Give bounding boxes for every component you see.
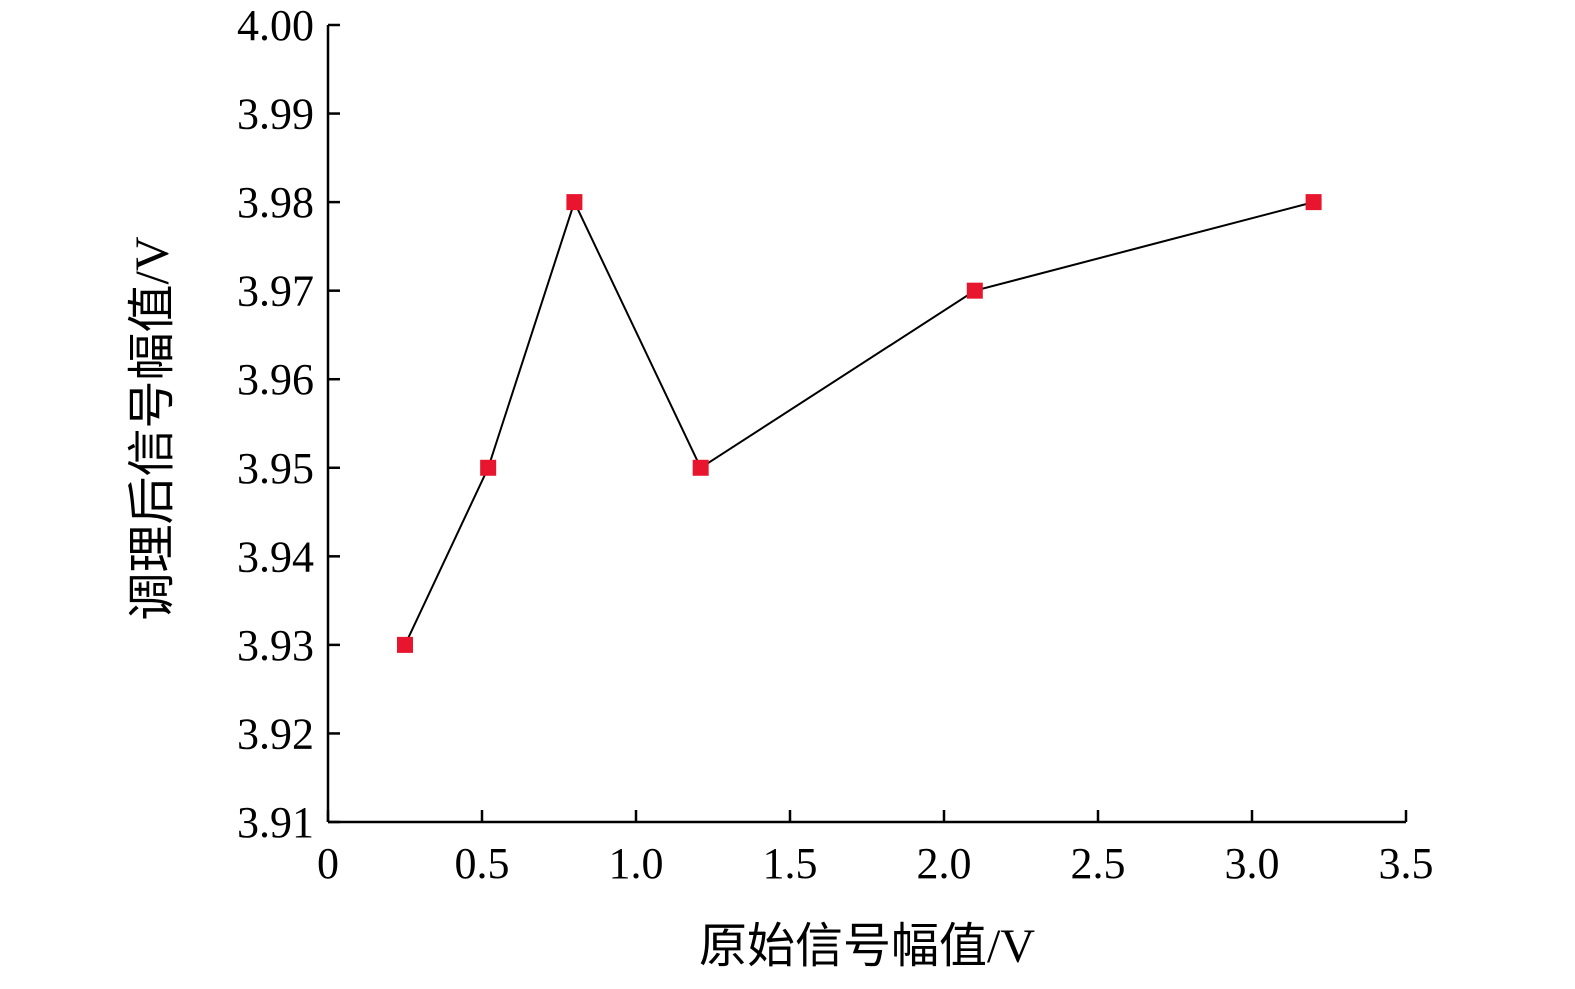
x-axis-ticks: 0 0.5 1.0 1.5 2.0 2.5 3.0 3.5 [317,810,1434,888]
y-tick-label: 3.96 [237,355,314,404]
axes [326,25,1406,824]
y-tick-label: 3.99 [237,90,314,139]
data-point-marker [566,194,583,211]
data-point-marker [1305,194,1322,211]
y-tick-label: 3.97 [237,267,314,316]
x-tick-label: 0 [317,839,339,888]
y-tick-label: 3.95 [237,444,314,493]
x-axis-title: 原始信号幅值/V [699,920,1035,973]
x-tick-label: 1.0 [609,839,664,888]
y-tick-label: 3.91 [237,798,314,847]
y-axis-ticks: 3.91 3.92 3.93 3.94 3.95 3.96 3.97 3.98 3.99 4.00 [237,1,340,847]
series [397,194,1322,653]
y-axis-title: 调理后信号幅值/V [126,236,179,620]
y-tick-label: 3.92 [237,709,314,758]
data-point-marker [480,459,497,476]
data-point-marker [966,282,983,299]
y-tick-label: 4.00 [237,1,314,50]
series-line [404,199,1314,646]
data-point-marker [397,636,413,653]
y-tick-label: 3.94 [237,532,314,581]
y-tick-label: 3.93 [237,621,314,670]
x-tick-label: 3.5 [1379,839,1434,888]
y-tick-label: 3.98 [237,178,314,227]
x-tick-label: 0.5 [455,839,510,888]
data-point-marker [692,459,709,476]
x-tick-label: 2.5 [1071,839,1126,888]
x-tick-label: 2.0 [917,839,972,888]
x-tick-label: 3.0 [1225,839,1280,888]
x-tick-label: 1.5 [763,839,818,888]
